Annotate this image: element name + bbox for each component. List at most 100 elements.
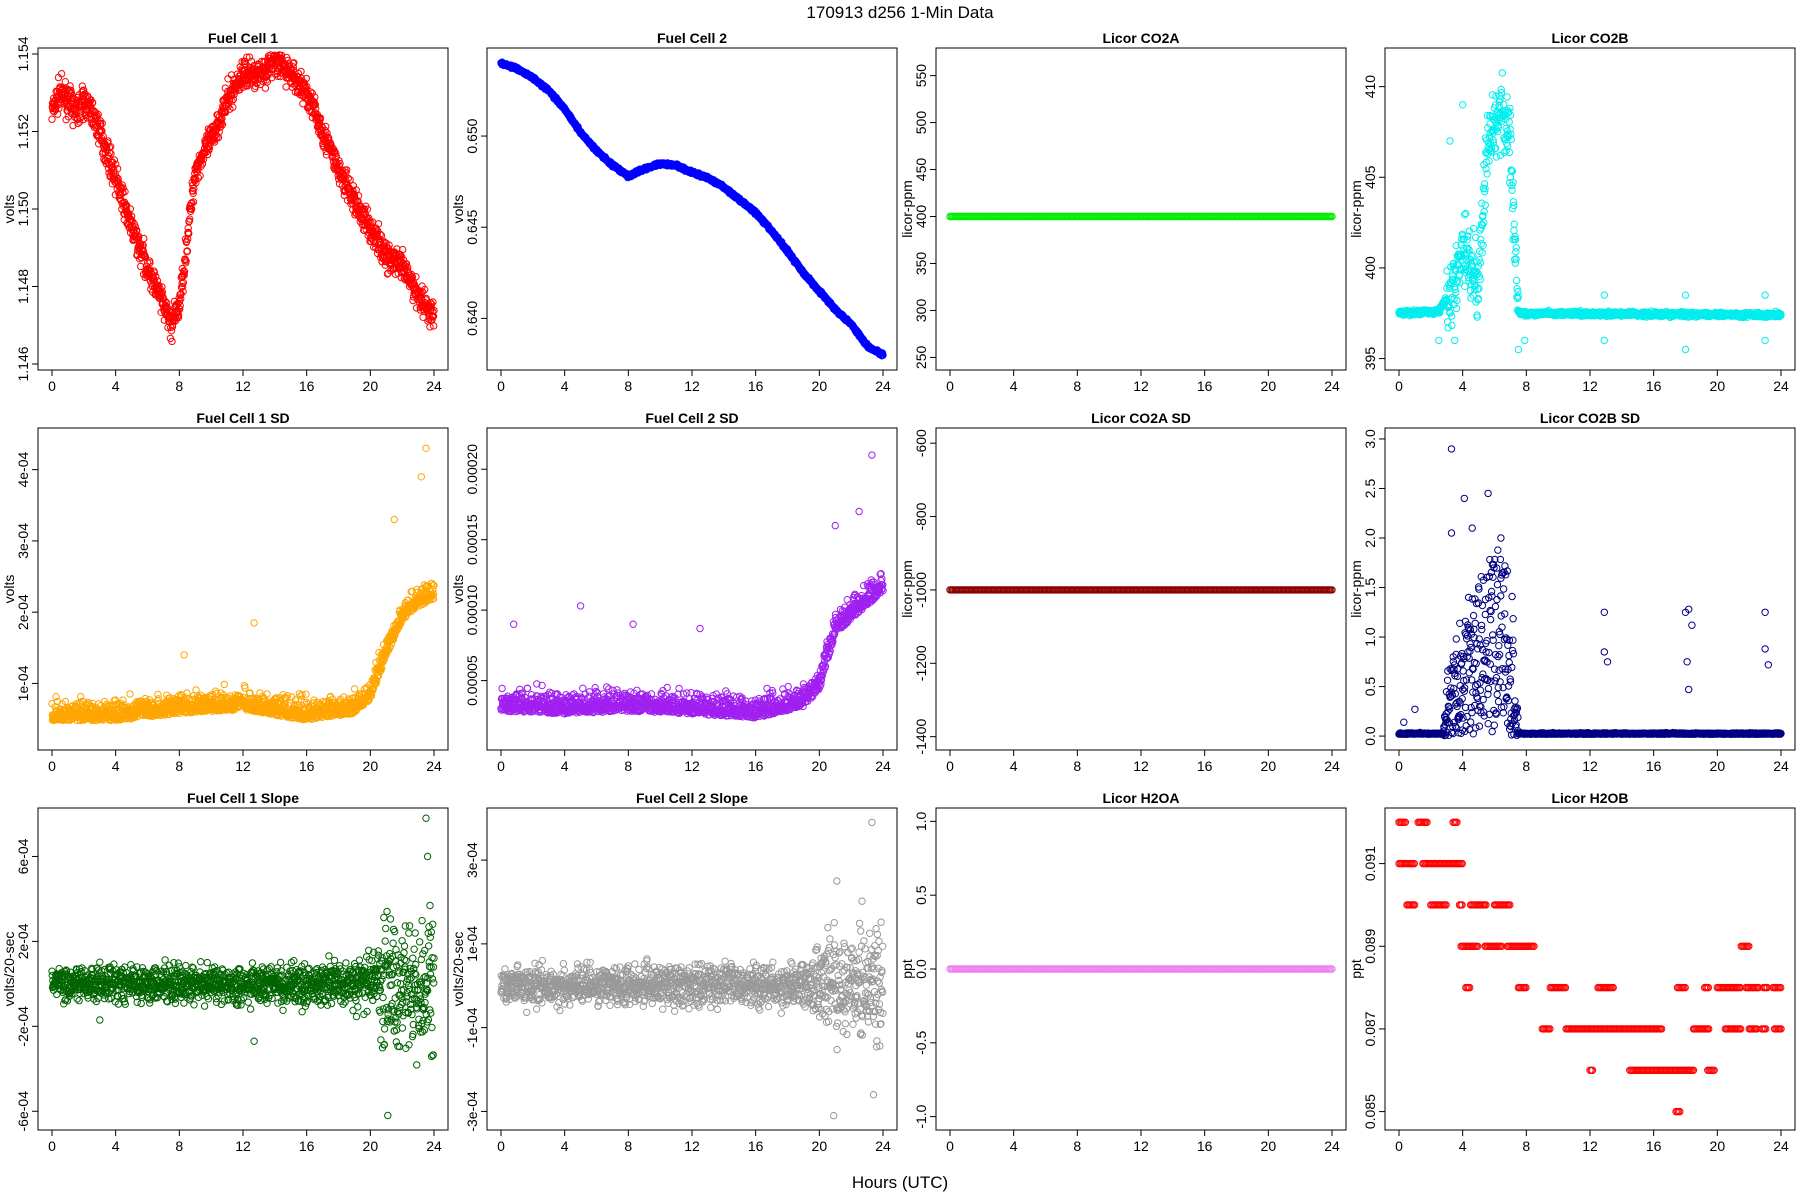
- data-points: [497, 58, 887, 360]
- y-tick-label: 2e-04: [15, 594, 31, 630]
- data-point: [1600, 291, 1609, 299]
- data-point: [174, 314, 183, 322]
- panel-frame: [935, 47, 1347, 371]
- data-points: [1395, 69, 1785, 354]
- y-tick-label: 400: [913, 205, 929, 229]
- data-point: [179, 287, 187, 296]
- x-tick-label: 24: [426, 378, 442, 394]
- data-point: [179, 278, 188, 287]
- data-point: [192, 167, 200, 175]
- x-tick-label: 8: [175, 378, 183, 394]
- y-tick-label: 0.640: [464, 301, 480, 336]
- data-point: [98, 127, 106, 135]
- data-point: [158, 288, 167, 296]
- data-point: [128, 222, 137, 230]
- data-point: [1512, 276, 1521, 285]
- data-point: [277, 51, 286, 60]
- data-point: [158, 283, 166, 291]
- data-point: [1492, 153, 1501, 161]
- data-point: [48, 115, 56, 123]
- data-point: [180, 271, 188, 279]
- data-point: [399, 245, 407, 254]
- y-tick-label: 1e-04: [15, 665, 31, 701]
- data-point: [1477, 240, 1486, 248]
- x-tick-label: 16: [748, 378, 764, 394]
- data-point: [139, 241, 147, 250]
- x-tick-label: 16: [1197, 378, 1213, 394]
- data-point: [93, 112, 101, 120]
- x-tick-label: 0: [48, 378, 56, 394]
- data-point: [125, 210, 133, 218]
- data-point: [127, 212, 136, 221]
- data-point: [1761, 291, 1769, 299]
- x-tick-label: 0: [1395, 378, 1403, 394]
- data-point: [1681, 345, 1690, 354]
- data-points: [946, 212, 1336, 221]
- data-point: [261, 84, 270, 92]
- x-tick-label: 8: [624, 378, 632, 394]
- x-tick-label: 20: [363, 758, 379, 774]
- data-point: [121, 187, 129, 196]
- y-axis-label: volts: [1, 195, 17, 224]
- data-point: [290, 59, 298, 67]
- y-tick-label: 350: [913, 252, 929, 276]
- x-tick-label: 4: [112, 758, 120, 774]
- data-point: [1512, 244, 1521, 252]
- y-tick-label: 1.152: [15, 114, 31, 149]
- data-point: [57, 70, 66, 78]
- data-point: [242, 60, 250, 69]
- y-tick-label: 0.645: [464, 210, 480, 245]
- x-tick-label: 4: [1010, 378, 1018, 394]
- figure-title: 170913 d256 1-Min Data: [806, 3, 994, 22]
- data-point: [110, 156, 119, 164]
- panel-frame: [1384, 47, 1796, 371]
- x-tick-label: 12: [684, 378, 700, 394]
- figure-x-axis-label: Hours (UTC): [852, 1173, 948, 1192]
- data-point: [188, 199, 196, 207]
- data-point: [218, 121, 227, 129]
- panel-title: Fuel Cell 2: [657, 30, 727, 46]
- data-points: [48, 51, 438, 346]
- data-point: [163, 299, 171, 307]
- data-point: [167, 327, 176, 335]
- y-tick-label: 1.146: [15, 346, 31, 381]
- data-point: [175, 294, 183, 302]
- data-point: [289, 63, 297, 71]
- y-tick-label: 410: [1362, 75, 1378, 99]
- y-tick-label: 550: [913, 64, 929, 88]
- data-point: [243, 53, 251, 61]
- data-point: [119, 184, 127, 192]
- data-point: [1498, 69, 1507, 77]
- data-point: [189, 198, 198, 206]
- data-point: [112, 160, 120, 168]
- x-tick-label: 12: [1582, 378, 1598, 394]
- data-point: [66, 89, 75, 98]
- x-tick-label: 24: [426, 758, 442, 774]
- y-tick-label: 4e-04: [15, 452, 31, 488]
- data-point: [1443, 318, 1452, 326]
- x-tick-label: 8: [175, 758, 183, 774]
- data-point: [189, 189, 197, 197]
- data-point: [146, 259, 154, 267]
- data-point: [224, 75, 232, 83]
- data-point: [161, 297, 169, 305]
- data-point: [79, 86, 88, 94]
- data-point: [196, 172, 204, 180]
- data-point: [176, 305, 184, 313]
- data-point: [182, 257, 190, 265]
- panel-title: Licor CO2B: [1551, 30, 1628, 46]
- data-point: [177, 295, 185, 303]
- panel-title: Licor CO2A: [1102, 30, 1179, 46]
- data-point: [140, 234, 148, 243]
- data-point: [1681, 291, 1690, 299]
- y-tick-label: 250: [913, 346, 929, 370]
- data-point: [183, 247, 192, 255]
- data-point: [181, 256, 190, 264]
- data-point: [1443, 267, 1451, 275]
